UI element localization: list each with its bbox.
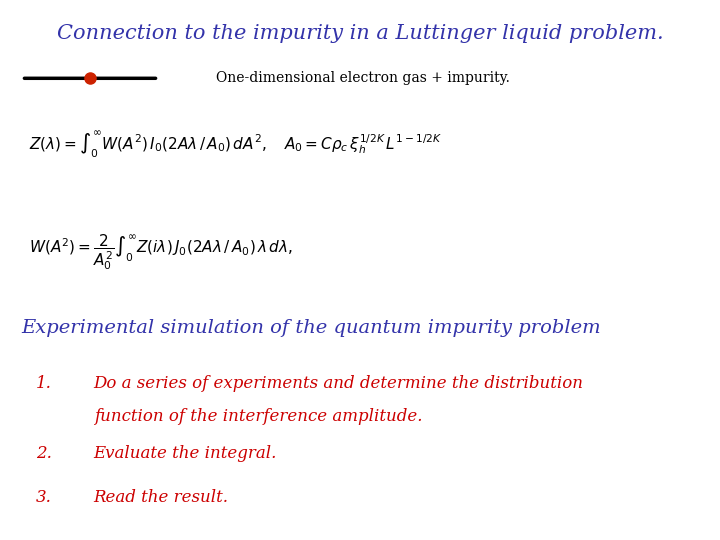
- Text: function of the interference amplitude.: function of the interference amplitude.: [94, 408, 422, 424]
- Text: $W(A^2) = \dfrac{2}{A_0^2}\int_0^{\infty} Z(i\lambda)\,J_0(2A\lambda\,/\,A_0)\,\: $W(A^2) = \dfrac{2}{A_0^2}\int_0^{\infty…: [29, 232, 293, 272]
- Text: One-dimensional electron gas + impurity.: One-dimensional electron gas + impurity.: [216, 71, 510, 85]
- Text: 3.: 3.: [36, 489, 52, 505]
- Text: Evaluate the integral.: Evaluate the integral.: [94, 446, 277, 462]
- Text: Read the result.: Read the result.: [94, 489, 229, 505]
- Text: 2.: 2.: [36, 446, 52, 462]
- Text: Experimental simulation of the quantum impurity problem: Experimental simulation of the quantum i…: [22, 319, 601, 336]
- Text: Connection to the impurity in a Luttinger liquid problem.: Connection to the impurity in a Luttinge…: [57, 24, 663, 43]
- Text: 1.: 1.: [36, 375, 52, 392]
- Text: Do a series of experiments and determine the distribution: Do a series of experiments and determine…: [94, 375, 584, 392]
- Text: $Z(\lambda) = \int_0^{\infty} W(A^2)\,I_0(2A\lambda\,/\,A_0)\,dA^2,\quad A_0 = C: $Z(\lambda) = \int_0^{\infty} W(A^2)\,I_…: [29, 130, 442, 161]
